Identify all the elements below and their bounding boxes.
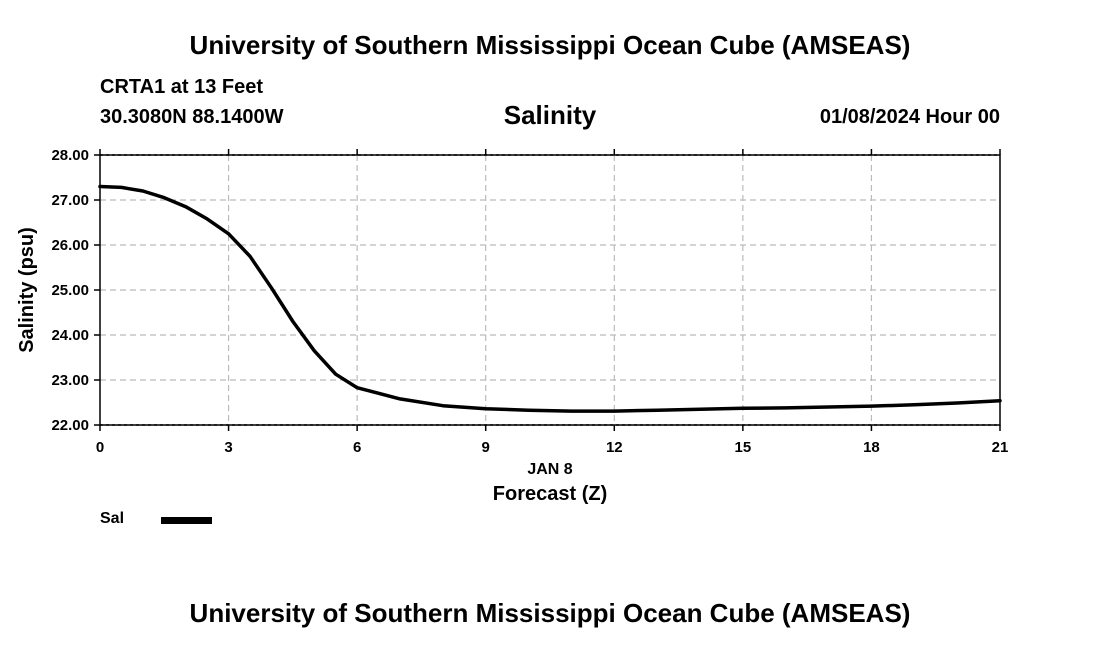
legend-swatch [161,517,212,524]
x-tick-label: 18 [863,439,880,456]
y-axis-label: Salinity (psu) [16,227,38,353]
coordinates-label: 30.3080N 88.1400W [100,106,284,128]
y-tick-label: 23.00 [51,372,89,389]
x-tick-label: 0 [96,439,104,456]
x-tick-label: 12 [606,439,623,456]
y-tick-label: 22.00 [51,417,89,434]
x-tick-label: 3 [224,439,232,456]
x-date-label: JAN 8 [527,461,572,478]
x-tick-label: 21 [992,439,1009,456]
page-title: University of Southern Mississippi Ocean… [189,30,911,60]
series-line-sal [98,184,1002,413]
legend-label: Sal [100,510,125,527]
axis-ticks: 0 3 6 9 12 15 18 21 22.00 23.00 24.00 25.00 26.00 27.… [51,147,1008,456]
series-layer [98,184,1002,413]
y-tick-label: 25.00 [51,282,89,299]
station-label: CRTA1 at 13 Feet [100,76,264,98]
y-tick-label: 24.00 [51,327,89,344]
y-tick-label: 27.00 [51,192,89,209]
datetime-label: 01/08/2024 Hour 00 [819,106,1000,128]
x-tick-label: 15 [735,439,752,456]
y-tick-label: 28.00 [51,147,89,164]
x-axis-label: Forecast (Z) [493,483,607,505]
x-tick-label: 9 [482,439,490,456]
x-tick-label: 6 [353,439,361,456]
chart-title: Salinity [503,100,597,130]
footer-title: University of Southern Mississippi Ocean… [189,598,911,628]
y-tick-label: 26.00 [51,237,89,254]
grid [100,154,1000,426]
